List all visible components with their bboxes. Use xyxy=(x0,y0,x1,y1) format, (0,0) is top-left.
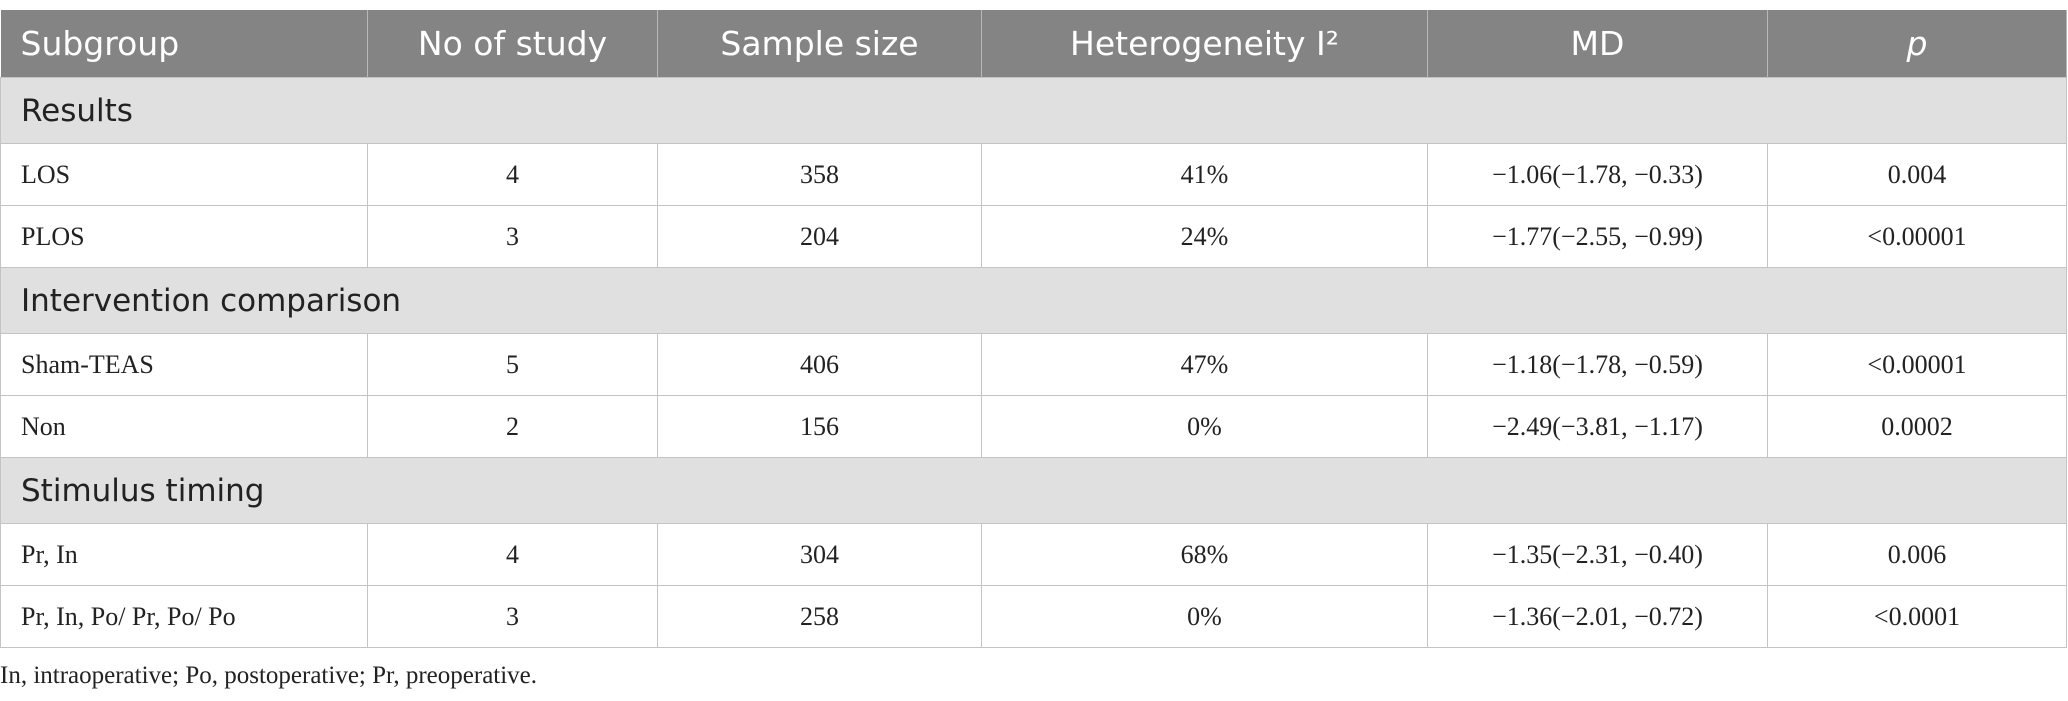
header-row: Subgroup No of study Sample size Heterogene… xyxy=(0,10,2067,78)
data-row: LOS 4 358 41% −1.06(−1.78, −0.33) 0.004 xyxy=(0,143,2067,206)
section-row: Results xyxy=(0,77,2067,144)
footnote: In, intraoperative; Po, postoperative; P… xyxy=(0,662,538,689)
table-body: Results LOS 4 358 41% −1.06(−1.78, −0.33) 0.00… xyxy=(0,77,2067,648)
header-cell: Subgroup xyxy=(0,10,368,78)
cell: 304 xyxy=(657,523,982,586)
section-row: Stimulus timing xyxy=(0,457,2067,524)
cell: 358 xyxy=(657,143,982,206)
cell: 4 xyxy=(367,523,658,586)
cell: <0.0001 xyxy=(1767,585,2067,648)
cell: −1.06(−1.78, −0.33) xyxy=(1427,143,1768,206)
header-cell: p xyxy=(1767,10,2067,78)
data-row: Sham-TEAS 5 406 47% −1.18(−1.78, −0.59) <0.00… xyxy=(0,333,2067,396)
section-title: Stimulus timing xyxy=(0,457,2067,524)
header-cell: Heterogeneity I² xyxy=(981,10,1428,78)
data-row: PLOS 3 204 24% −1.77(−2.55, −0.99) <0.00001 xyxy=(0,205,2067,268)
cell: 0% xyxy=(981,585,1428,648)
cell: 0.004 xyxy=(1767,143,2067,206)
cell: 204 xyxy=(657,205,982,268)
cell: 258 xyxy=(657,585,982,648)
cell: −1.18(−1.78, −0.59) xyxy=(1427,333,1768,396)
data-row: Pr, In 4 304 68% −1.35(−2.31, −0.40) 0.006 xyxy=(0,523,2067,586)
row-label: Pr, In xyxy=(0,523,368,586)
cell: 47% xyxy=(981,333,1428,396)
data-row: Non 2 156 0% −2.49(−3.81, −1.17) 0.0002 xyxy=(0,395,2067,458)
data-row: Pr, In, Po/ Pr, Po/ Po 3 258 0% −1.36(−2.01,… xyxy=(0,585,2067,648)
section-title: Results xyxy=(0,77,2067,144)
cell: −2.49(−3.81, −1.17) xyxy=(1427,395,1768,458)
section-title: Intervention comparison xyxy=(0,267,2067,334)
cell: 0.006 xyxy=(1767,523,2067,586)
header-cell: Sample size xyxy=(657,10,982,78)
row-label: PLOS xyxy=(0,205,368,268)
cell: 156 xyxy=(657,395,982,458)
cell: 5 xyxy=(367,333,658,396)
table: Subgroup No of study Sample size Heterogene… xyxy=(0,10,2067,648)
cell: 0% xyxy=(981,395,1428,458)
cell: −1.36(−2.01, −0.72) xyxy=(1427,585,1768,648)
cell: 24% xyxy=(981,205,1428,268)
section-row: Intervention comparison xyxy=(0,267,2067,334)
cell: 406 xyxy=(657,333,982,396)
header-cell: MD xyxy=(1427,10,1768,78)
row-label: LOS xyxy=(0,143,368,206)
cell: −1.77(−2.55, −0.99) xyxy=(1427,205,1768,268)
cell: <0.00001 xyxy=(1767,333,2067,396)
row-label: Non xyxy=(0,395,368,458)
row-label: Sham-TEAS xyxy=(0,333,368,396)
cell: 3 xyxy=(367,585,658,648)
cell: 0.0002 xyxy=(1767,395,2067,458)
cell: <0.00001 xyxy=(1767,205,2067,268)
cell: 68% xyxy=(981,523,1428,586)
cell: 41% xyxy=(981,143,1428,206)
cell: 2 xyxy=(367,395,658,458)
row-label: Pr, In, Po/ Pr, Po/ Po xyxy=(0,585,368,648)
table-container: Subgroup No of study Sample size Heterogene… xyxy=(0,10,2067,648)
cell: −1.35(−2.31, −0.40) xyxy=(1427,523,1768,586)
cell: 3 xyxy=(367,205,658,268)
cell: 4 xyxy=(367,143,658,206)
header-cell: No of study xyxy=(367,10,658,78)
